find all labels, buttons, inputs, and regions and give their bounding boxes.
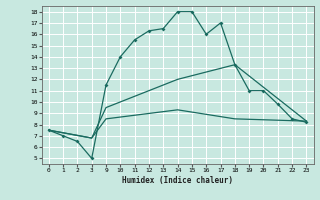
- X-axis label: Humidex (Indice chaleur): Humidex (Indice chaleur): [122, 176, 233, 185]
